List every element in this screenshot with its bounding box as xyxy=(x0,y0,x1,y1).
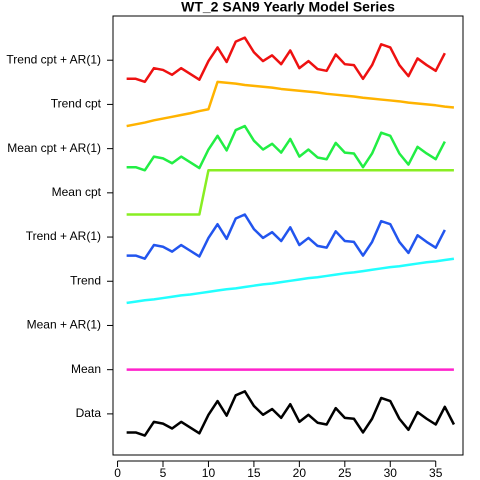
x-tick-label: 30 xyxy=(384,466,398,480)
x-tick-label: 35 xyxy=(429,466,443,480)
y-tick-label: Data xyxy=(76,406,102,420)
x-tick-label: 5 xyxy=(160,466,167,480)
series-line xyxy=(126,390,456,437)
x-tick-label: 25 xyxy=(338,466,352,480)
y-tick-label: Trend xyxy=(70,273,101,287)
chart-title: WT_2 SAN9 Yearly Model Series xyxy=(181,0,395,15)
x-tick-label: 10 xyxy=(202,466,216,480)
y-tick-label: Trend + AR(1) xyxy=(26,229,101,243)
series-line xyxy=(126,124,446,172)
x-tick-label: 0 xyxy=(114,466,121,480)
series-line xyxy=(126,257,455,305)
series-line xyxy=(126,36,446,84)
x-tick-label: 15 xyxy=(247,466,261,480)
x-tick-label: 20 xyxy=(293,466,307,480)
series-line xyxy=(126,80,455,128)
series-line xyxy=(126,213,446,260)
y-tick-label: Trend cpt + AR(1) xyxy=(6,52,101,66)
y-tick-label: Trend cpt xyxy=(51,97,102,111)
y-tick-label: Mean + AR(1) xyxy=(27,318,101,332)
y-tick-label: Mean cpt xyxy=(52,185,102,199)
y-tick-label: Mean cpt + AR(1) xyxy=(7,141,101,155)
y-tick-label: Mean xyxy=(71,362,101,376)
series-line xyxy=(126,169,454,216)
plot-frame xyxy=(112,15,464,456)
